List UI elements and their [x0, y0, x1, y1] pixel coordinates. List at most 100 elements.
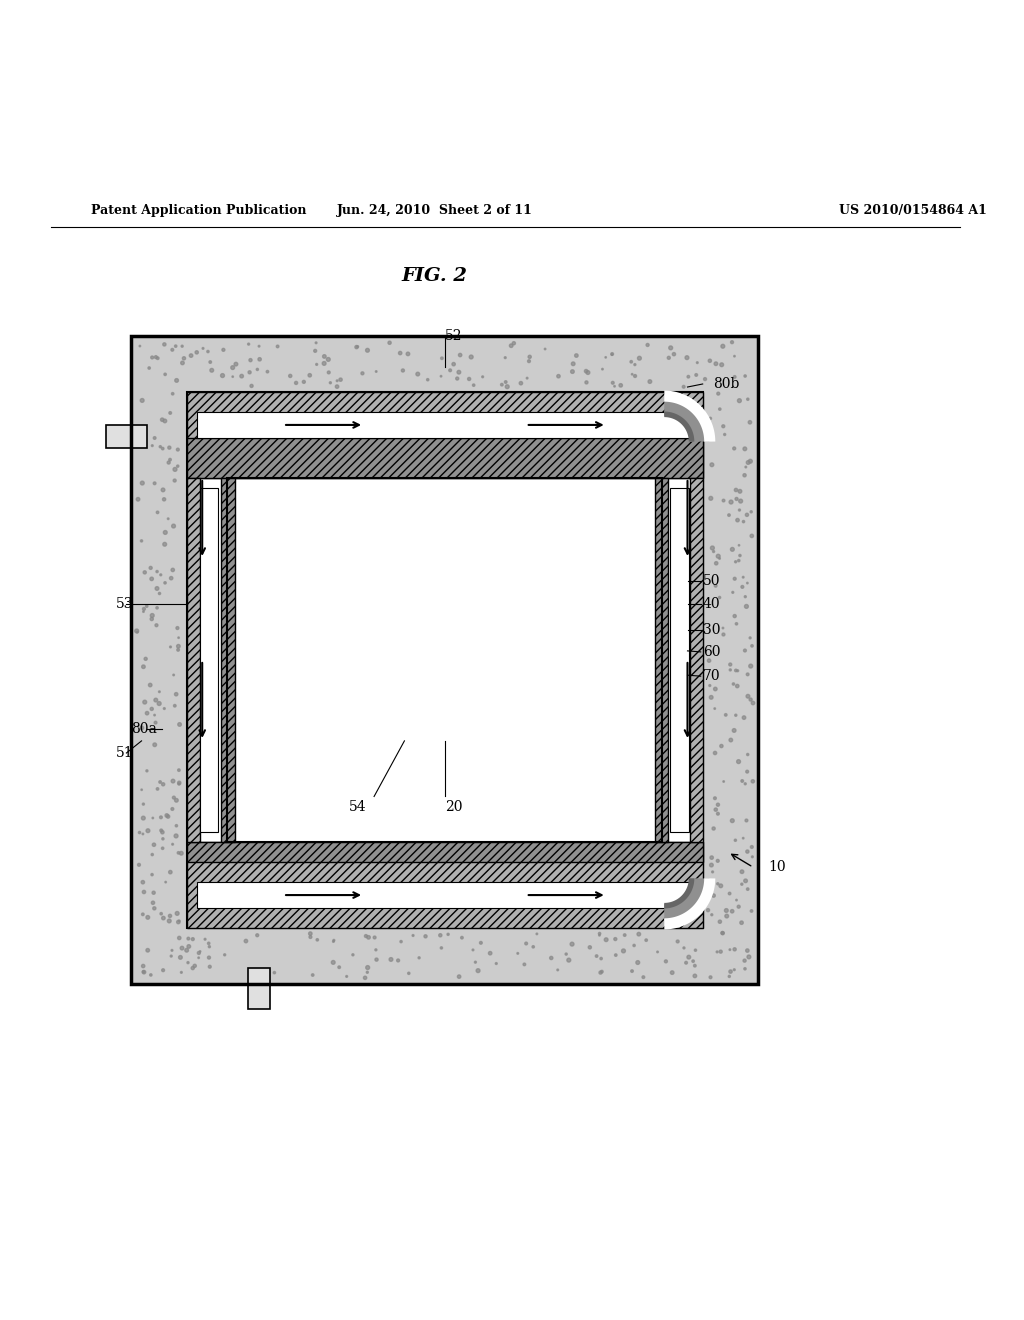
Point: [708, 678, 724, 700]
Point: [204, 360, 220, 381]
Point: [163, 636, 179, 657]
Point: [676, 376, 692, 397]
Point: [381, 333, 397, 354]
Point: [722, 660, 738, 681]
Point: [627, 354, 643, 375]
FancyBboxPatch shape: [198, 883, 692, 908]
FancyBboxPatch shape: [187, 392, 702, 478]
Point: [354, 363, 371, 384]
Point: [518, 933, 535, 954]
FancyBboxPatch shape: [671, 488, 688, 832]
Point: [627, 366, 643, 387]
Point: [259, 362, 275, 383]
Point: [638, 929, 654, 950]
Point: [742, 450, 759, 471]
Point: [730, 896, 746, 917]
Point: [606, 376, 623, 397]
Text: 50: 50: [702, 574, 720, 589]
Point: [390, 950, 407, 972]
Point: [726, 606, 742, 627]
Point: [733, 874, 750, 895]
Point: [660, 347, 677, 368]
Point: [494, 374, 510, 395]
Point: [740, 451, 757, 473]
Point: [142, 965, 159, 986]
Point: [732, 480, 749, 502]
Point: [615, 940, 632, 961]
Point: [195, 338, 211, 359]
Point: [451, 966, 467, 987]
Point: [710, 383, 726, 404]
Point: [706, 884, 722, 906]
Point: [739, 744, 756, 766]
Point: [155, 821, 171, 842]
Point: [176, 347, 193, 368]
Point: [153, 564, 169, 585]
Point: [705, 862, 721, 883]
Point: [269, 335, 286, 356]
Point: [550, 366, 566, 387]
Point: [721, 966, 737, 987]
FancyBboxPatch shape: [187, 392, 702, 928]
Point: [148, 561, 165, 582]
Point: [147, 689, 164, 710]
Point: [135, 824, 152, 845]
Point: [631, 924, 647, 945]
Point: [710, 795, 726, 816]
Point: [308, 333, 325, 354]
Point: [729, 510, 745, 531]
Point: [442, 360, 459, 381]
Point: [171, 714, 187, 735]
Point: [714, 735, 730, 756]
Point: [726, 939, 742, 960]
Point: [700, 649, 717, 671]
Point: [144, 605, 161, 626]
Point: [241, 334, 257, 355]
Point: [329, 370, 345, 391]
Point: [135, 961, 152, 982]
FancyBboxPatch shape: [200, 488, 218, 832]
Text: 20: 20: [444, 800, 463, 813]
Point: [708, 799, 724, 820]
Point: [153, 820, 169, 841]
Point: [157, 533, 173, 554]
Point: [420, 370, 436, 391]
Point: [726, 719, 742, 741]
Point: [607, 928, 624, 949]
Point: [516, 954, 532, 975]
Point: [155, 828, 171, 849]
Point: [743, 525, 760, 546]
Text: US 2010/0154864 A1: US 2010/0154864 A1: [839, 203, 987, 216]
Point: [732, 545, 749, 566]
Point: [331, 957, 347, 978]
Point: [135, 871, 152, 892]
Point: [168, 684, 184, 705]
Point: [681, 946, 697, 968]
Point: [146, 705, 163, 726]
Point: [730, 550, 746, 572]
Point: [383, 949, 399, 970]
Point: [200, 341, 216, 362]
Point: [707, 742, 723, 763]
Point: [201, 933, 217, 954]
Point: [150, 347, 166, 368]
Point: [712, 587, 728, 609]
Point: [708, 553, 724, 574]
Point: [521, 346, 538, 367]
Point: [743, 502, 760, 523]
Point: [399, 343, 416, 364]
Point: [174, 335, 190, 356]
Point: [739, 685, 756, 706]
Point: [716, 490, 732, 511]
Point: [142, 675, 159, 696]
Point: [171, 928, 187, 949]
Point: [451, 362, 467, 383]
Point: [713, 875, 729, 896]
Point: [224, 356, 241, 378]
Point: [740, 946, 757, 968]
Point: [154, 409, 170, 430]
Point: [666, 343, 682, 364]
Point: [725, 673, 741, 694]
Point: [411, 948, 427, 969]
Point: [201, 936, 217, 957]
